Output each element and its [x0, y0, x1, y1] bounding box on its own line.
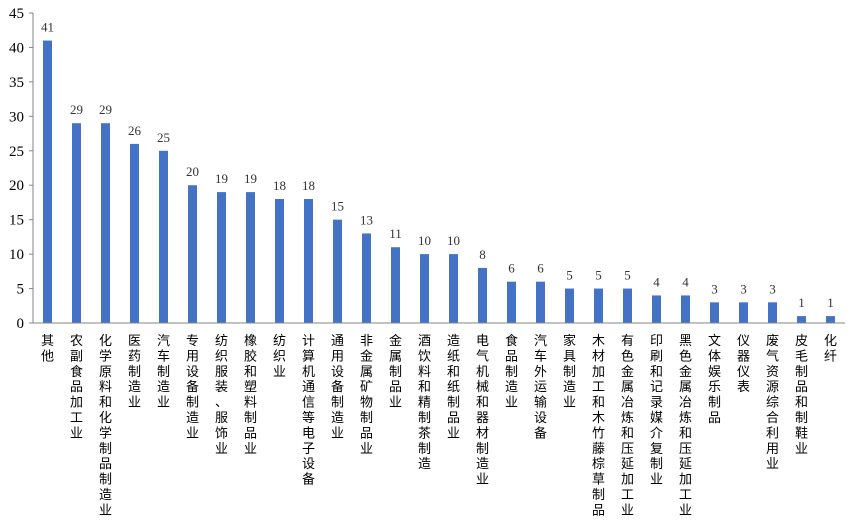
category-label: 木材加工和木竹藤棕草制品	[592, 334, 605, 518]
data-label: 10	[418, 233, 431, 248]
bar	[130, 143, 139, 323]
data-label: 18	[273, 178, 286, 193]
category-label: 汽车外运输设备	[534, 334, 547, 441]
data-label: 1	[798, 295, 805, 310]
bar	[188, 185, 197, 323]
data-label: 6	[537, 261, 544, 276]
data-label: 19	[215, 171, 228, 186]
bar	[623, 288, 632, 323]
bar	[275, 199, 284, 323]
y-tick-label: 45	[9, 6, 24, 22]
category-label: 医药制造业	[128, 334, 141, 411]
category-label: 纺织业	[273, 334, 286, 380]
category-label: 计算机通信等电子设备	[302, 334, 315, 488]
bar	[72, 123, 81, 323]
data-label: 20	[186, 164, 199, 179]
data-label: 10	[447, 233, 460, 248]
category-label: 非金属矿物制品业	[360, 334, 373, 457]
data-label: 1	[827, 295, 834, 310]
category-label: 废气资源综合利用业	[766, 333, 779, 472]
category-label: 仪器仪表	[737, 334, 750, 395]
bar	[768, 302, 777, 323]
data-label: 8	[479, 247, 486, 262]
y-tick-label: 0	[17, 316, 25, 332]
category-label: 酒饮料和精制茶制造	[418, 334, 431, 472]
data-label: 41	[41, 20, 54, 35]
data-label: 18	[302, 178, 315, 193]
category-label: 金属制品业	[389, 333, 402, 411]
bar	[101, 123, 110, 323]
bar	[797, 316, 806, 323]
category-label: 皮毛制品和制鞋业	[795, 334, 808, 457]
bar	[217, 192, 226, 323]
y-tick-label: 15	[9, 213, 24, 229]
bar	[565, 288, 574, 323]
data-label: 29	[99, 102, 112, 117]
data-label: 6	[508, 261, 515, 276]
bar	[739, 302, 748, 323]
bar	[43, 40, 52, 324]
category-label: 农副食品加工业	[70, 334, 83, 441]
category-label: 黑色金属冶炼和压延加工业	[679, 334, 692, 518]
data-label: 15	[331, 199, 344, 214]
y-tick-label: 20	[9, 178, 24, 194]
bar	[536, 281, 545, 323]
category-label: 橡胶和塑料制品业	[244, 334, 257, 457]
bar	[159, 150, 168, 323]
y-tick-label: 30	[9, 109, 24, 125]
bar	[826, 316, 835, 323]
category-label: 其他	[41, 334, 54, 364]
bar	[507, 281, 516, 323]
bar	[304, 199, 313, 323]
category-label: 电气机械和器材制造业	[476, 334, 489, 488]
bar	[391, 247, 400, 323]
data-label: 5	[566, 268, 573, 283]
data-label: 19	[244, 171, 257, 186]
data-label: 25	[157, 130, 170, 145]
category-label: 家具制造业	[563, 333, 576, 411]
y-tick-label: 35	[9, 75, 24, 91]
bar	[246, 192, 255, 323]
bar	[420, 254, 429, 323]
bar	[478, 267, 487, 323]
data-label: 3	[740, 281, 747, 296]
y-tick-label: 5	[17, 282, 25, 298]
category-label: 食品制造业	[505, 333, 518, 411]
bar	[333, 219, 342, 323]
category-label: 通用设备制造业	[331, 334, 344, 441]
category-label: 纺织服装、服饰业	[215, 334, 228, 457]
data-label: 5	[595, 268, 602, 283]
y-axis: 0 5 10 15 20 25 30 35 40 45	[9, 6, 34, 332]
data-label: 13	[360, 212, 373, 227]
data-label: 3	[711, 281, 718, 296]
data-label: 5	[624, 268, 631, 283]
category-label: 文体娱乐制品	[708, 334, 721, 426]
category-label: 汽车制造业	[157, 334, 170, 411]
bar	[362, 233, 371, 323]
category-label: 化学原料和化学制品制造业	[99, 334, 112, 518]
category-label: 印刷和记录媒介复制业	[650, 334, 663, 488]
bar	[710, 302, 719, 323]
bar	[594, 288, 603, 323]
y-tick-label: 25	[9, 144, 24, 160]
bar	[652, 295, 661, 323]
category-label: 造纸和纸制品业	[447, 334, 460, 441]
data-label: 29	[70, 102, 83, 117]
bar	[449, 254, 458, 323]
data-label: 26	[128, 123, 142, 138]
category-label: 有色金属冶炼和压延加工业	[621, 334, 634, 518]
data-label: 11	[389, 226, 402, 241]
bar	[681, 295, 690, 323]
data-label: 4	[682, 274, 689, 289]
category-label: 专用设备制造业	[186, 334, 199, 441]
data-label: 3	[769, 281, 776, 296]
category-label: 化纤	[824, 334, 837, 364]
y-tick-label: 40	[9, 40, 24, 56]
x-axis: 其他 农副食品加工业 化学原料和化学制品制造业 医药制造业 汽车制造业 专用设备制造业 纺织…	[33, 322, 845, 518]
data-label: 4	[653, 274, 660, 289]
y-tick-label: 10	[9, 247, 24, 263]
